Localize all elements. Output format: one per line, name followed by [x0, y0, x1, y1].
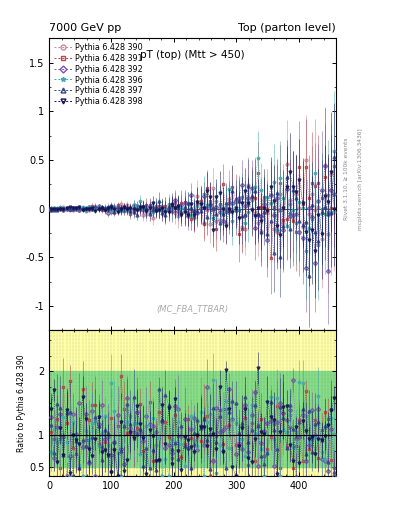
Text: Top (parton level): Top (parton level): [238, 23, 336, 33]
Text: Rivet 3.1.10, ≥ 100k events: Rivet 3.1.10, ≥ 100k events: [344, 138, 349, 221]
Legend: Pythia 6.428 390, Pythia 6.428 391, Pythia 6.428 392, Pythia 6.428 396, Pythia 6: Pythia 6.428 390, Pythia 6.428 391, Pyth…: [52, 41, 144, 108]
Text: pT (top) (Mtt > 450): pT (top) (Mtt > 450): [140, 50, 245, 60]
Text: (MC_FBA_TTBAR): (MC_FBA_TTBAR): [156, 304, 229, 313]
Text: 7000 GeV pp: 7000 GeV pp: [49, 23, 121, 33]
Bar: [49, 372, 336, 466]
Y-axis label: Ratio to Pythia 6.428 390: Ratio to Pythia 6.428 390: [17, 354, 26, 452]
Bar: [49, 330, 336, 476]
Text: mcplots.cern.ch [arXiv:1306.3436]: mcplots.cern.ch [arXiv:1306.3436]: [358, 129, 363, 230]
